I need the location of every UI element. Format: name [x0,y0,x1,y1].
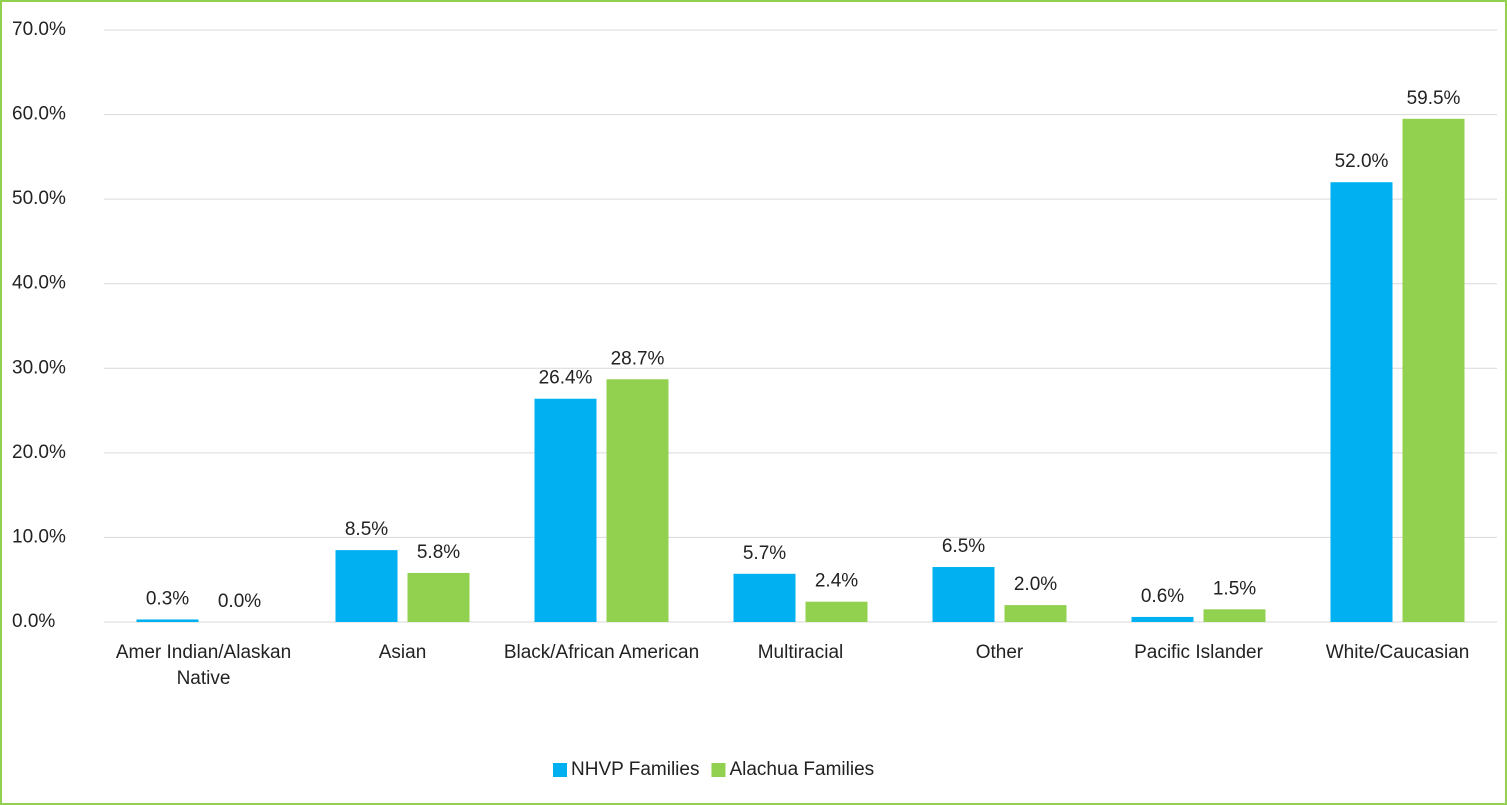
bar [136,619,199,622]
bar [606,379,669,622]
y-tick-label: 30.0% [12,357,66,378]
x-tick-label: Other [975,642,1024,663]
bar [805,601,868,622]
bar [1402,118,1465,623]
bar [407,572,470,622]
data-label: 28.7% [611,348,665,369]
x-tick-label: Multiracial [757,642,844,663]
x-tick-label: Amer Indian/Alaskan Native [115,642,292,689]
y-tick-label: 10.0% [12,526,66,547]
legend-swatch [553,763,567,777]
x-tick-label: Black/African American [503,642,700,663]
data-label: 26.4% [539,368,593,389]
y-tick-label: 0.0% [12,611,55,632]
y-tick-label: 40.0% [12,273,66,294]
x-tick-label: Asian [378,642,427,663]
data-label: 5.8% [417,542,460,563]
data-label: 6.5% [942,536,985,557]
data-label: 0.3% [146,588,189,609]
y-tick-label: 50.0% [12,188,66,209]
bar [1004,605,1067,622]
data-label: 1.5% [1213,578,1256,599]
data-label: 52.0% [1335,151,1389,172]
data-label: 2.0% [1014,574,1057,595]
data-label: 59.5% [1407,88,1461,109]
legend-label: NHVP Families [571,759,699,780]
y-tick-label: 70.0% [12,19,66,40]
bar [1330,182,1393,622]
bar [534,398,597,622]
data-label: 8.5% [345,519,388,540]
bar [1131,616,1194,622]
bar [1203,609,1266,622]
legend-label: Alachua Families [729,759,874,780]
bar [733,573,796,622]
data-label: 5.7% [743,543,786,564]
x-tick-label: Pacific Islander [1134,642,1263,663]
legend-swatch [711,763,726,777]
bar [932,567,995,622]
y-tick-label: 60.0% [12,104,66,125]
y-tick-label: 20.0% [12,442,66,463]
bar [335,550,398,622]
data-label: 0.0% [218,591,261,612]
data-label: 2.4% [815,571,858,592]
x-tick-label: White/Caucasian [1325,642,1470,663]
data-label: 0.6% [1141,586,1184,607]
